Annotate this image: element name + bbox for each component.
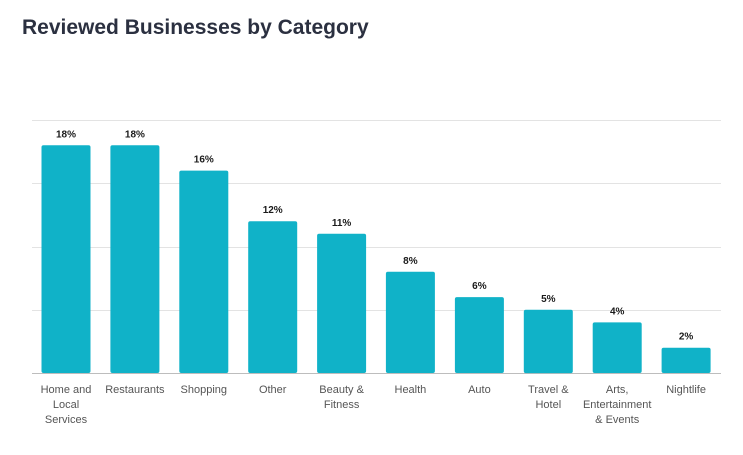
bar-9 [592, 322, 642, 373]
bar-1 [41, 145, 91, 373]
data-label-8: 5% [541, 294, 556, 305]
bar-4 [248, 221, 298, 373]
bar-6 [385, 271, 435, 373]
data-label-5: 11% [332, 218, 352, 229]
category-label-8: Travel & Hotel [528, 384, 569, 411]
data-label-3: 16% [194, 155, 214, 166]
bar-5 [317, 233, 367, 373]
data-label-10: 2% [679, 332, 694, 343]
data-label-9: 4% [610, 306, 625, 317]
data-label-6: 8% [403, 256, 418, 267]
bar-7 [454, 297, 504, 373]
category-label-7: Auto [468, 384, 491, 396]
category-label-4: Other [259, 384, 287, 396]
category-label-2: Restaurants [105, 384, 165, 396]
category-label-10: Nightlife [666, 384, 706, 396]
category-label-5: Beauty & Fitness [319, 384, 364, 411]
bar-2 [110, 145, 160, 373]
category-label-9: Arts, Entertainment & Events [583, 384, 651, 426]
bar-8 [523, 309, 573, 374]
data-label-4: 12% [263, 205, 283, 216]
bar-3 [179, 170, 229, 373]
chart-title: Reviewed Businesses by Category [22, 16, 369, 39]
category-label-6: Health [395, 384, 427, 396]
bar-10 [661, 347, 711, 373]
data-label-1: 18% [56, 129, 76, 140]
data-label-2: 18% [125, 129, 145, 140]
data-label-7: 6% [472, 281, 487, 292]
category-label-1: Home and Local Services [41, 384, 92, 426]
category-label-3: Shopping [181, 384, 228, 396]
